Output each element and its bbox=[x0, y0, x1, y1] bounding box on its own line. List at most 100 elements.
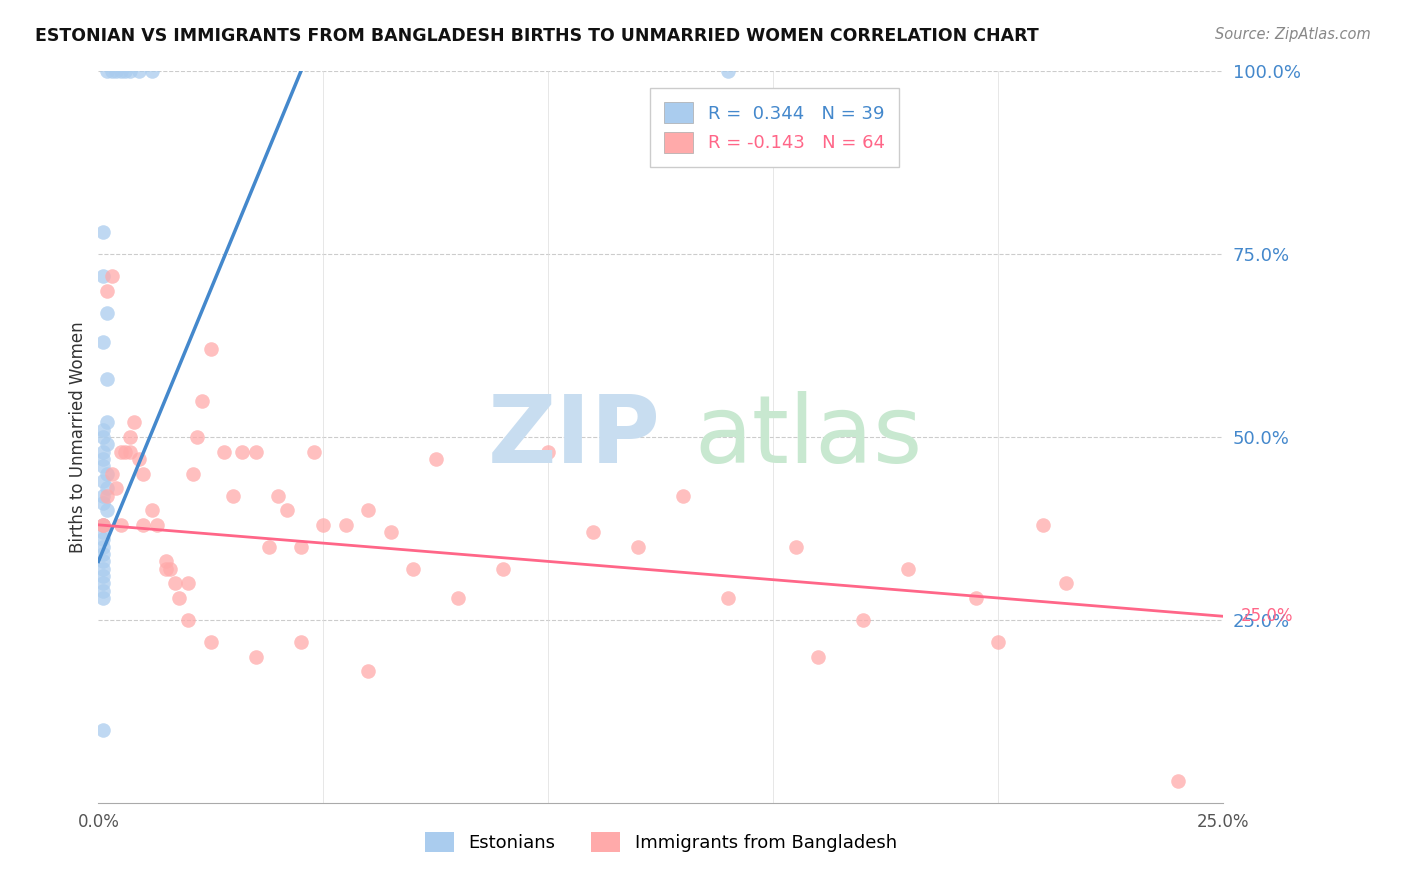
Point bbox=[357, 503, 380, 517]
Point bbox=[91, 554, 114, 568]
Legend: Estonians, Immigrants from Bangladesh: Estonians, Immigrants from Bangladesh bbox=[418, 824, 904, 860]
Point bbox=[582, 525, 605, 540]
Point bbox=[290, 635, 312, 649]
Point bbox=[965, 591, 987, 605]
Point bbox=[118, 430, 141, 444]
Point bbox=[128, 64, 150, 78]
Text: 25.0%: 25.0% bbox=[1241, 607, 1294, 625]
Point bbox=[290, 540, 312, 554]
Point bbox=[96, 284, 118, 298]
Point bbox=[214, 444, 236, 458]
Point bbox=[128, 452, 150, 467]
Point bbox=[169, 591, 191, 605]
Point bbox=[1054, 576, 1077, 591]
Point bbox=[124, 416, 146, 430]
Point bbox=[91, 269, 114, 284]
Point bbox=[807, 649, 830, 664]
Point bbox=[141, 64, 163, 78]
Point bbox=[191, 393, 214, 408]
Point bbox=[132, 517, 155, 532]
Text: Source: ZipAtlas.com: Source: ZipAtlas.com bbox=[1215, 27, 1371, 42]
Point bbox=[181, 467, 204, 481]
Point bbox=[91, 525, 114, 540]
Point bbox=[91, 569, 114, 583]
Point bbox=[717, 591, 740, 605]
Point bbox=[96, 371, 118, 385]
Point bbox=[91, 540, 114, 554]
Point bbox=[91, 459, 114, 474]
Point bbox=[91, 723, 114, 737]
Point bbox=[91, 591, 114, 605]
Point bbox=[96, 481, 118, 495]
Point bbox=[186, 430, 208, 444]
Point bbox=[91, 444, 114, 458]
Point bbox=[852, 613, 875, 627]
Point bbox=[785, 540, 807, 554]
Point bbox=[447, 591, 470, 605]
Point bbox=[91, 517, 114, 532]
Point bbox=[146, 517, 169, 532]
Point bbox=[114, 444, 136, 458]
Point bbox=[245, 444, 267, 458]
Point bbox=[177, 613, 200, 627]
Point bbox=[110, 444, 132, 458]
Point bbox=[312, 517, 335, 532]
Text: ESTONIAN VS IMMIGRANTS FROM BANGLADESH BIRTHS TO UNMARRIED WOMEN CORRELATION CHA: ESTONIAN VS IMMIGRANTS FROM BANGLADESH B… bbox=[35, 27, 1039, 45]
Point bbox=[91, 533, 114, 547]
Point bbox=[245, 649, 267, 664]
Point bbox=[105, 64, 128, 78]
Point bbox=[276, 503, 298, 517]
Point bbox=[101, 269, 124, 284]
Point bbox=[335, 517, 357, 532]
Point bbox=[110, 64, 132, 78]
Point bbox=[91, 334, 114, 349]
Point bbox=[96, 467, 118, 481]
Point bbox=[118, 64, 141, 78]
Point bbox=[132, 467, 155, 481]
Point bbox=[177, 576, 200, 591]
Point bbox=[163, 576, 186, 591]
Point bbox=[91, 517, 114, 532]
Point bbox=[91, 423, 114, 437]
Point bbox=[118, 444, 141, 458]
Point bbox=[380, 525, 402, 540]
Point bbox=[222, 489, 245, 503]
Point bbox=[91, 496, 114, 510]
Point bbox=[110, 517, 132, 532]
Point bbox=[1167, 773, 1189, 788]
Point bbox=[91, 474, 114, 488]
Point bbox=[155, 562, 177, 576]
Point bbox=[101, 64, 124, 78]
Y-axis label: Births to Unmarried Women: Births to Unmarried Women bbox=[69, 321, 87, 553]
Point bbox=[1032, 517, 1054, 532]
Point bbox=[96, 306, 118, 320]
Point bbox=[492, 562, 515, 576]
Point bbox=[357, 664, 380, 678]
Point bbox=[96, 416, 118, 430]
Point bbox=[101, 467, 124, 481]
Point bbox=[114, 64, 136, 78]
Point bbox=[91, 576, 114, 591]
Point bbox=[267, 489, 290, 503]
Point bbox=[537, 444, 560, 458]
Point bbox=[155, 554, 177, 568]
Point bbox=[96, 64, 118, 78]
Point bbox=[105, 481, 128, 495]
Point bbox=[897, 562, 920, 576]
Point bbox=[91, 562, 114, 576]
Point bbox=[96, 489, 118, 503]
Point bbox=[96, 437, 118, 451]
Point bbox=[91, 225, 114, 239]
Point bbox=[159, 562, 181, 576]
Point bbox=[91, 583, 114, 598]
Point bbox=[96, 503, 118, 517]
Point bbox=[91, 489, 114, 503]
Point bbox=[91, 452, 114, 467]
Point bbox=[717, 64, 740, 78]
Text: ZIP: ZIP bbox=[488, 391, 661, 483]
Point bbox=[91, 517, 114, 532]
Point bbox=[987, 635, 1010, 649]
Point bbox=[141, 503, 163, 517]
Text: atlas: atlas bbox=[695, 391, 922, 483]
Point bbox=[91, 547, 114, 561]
